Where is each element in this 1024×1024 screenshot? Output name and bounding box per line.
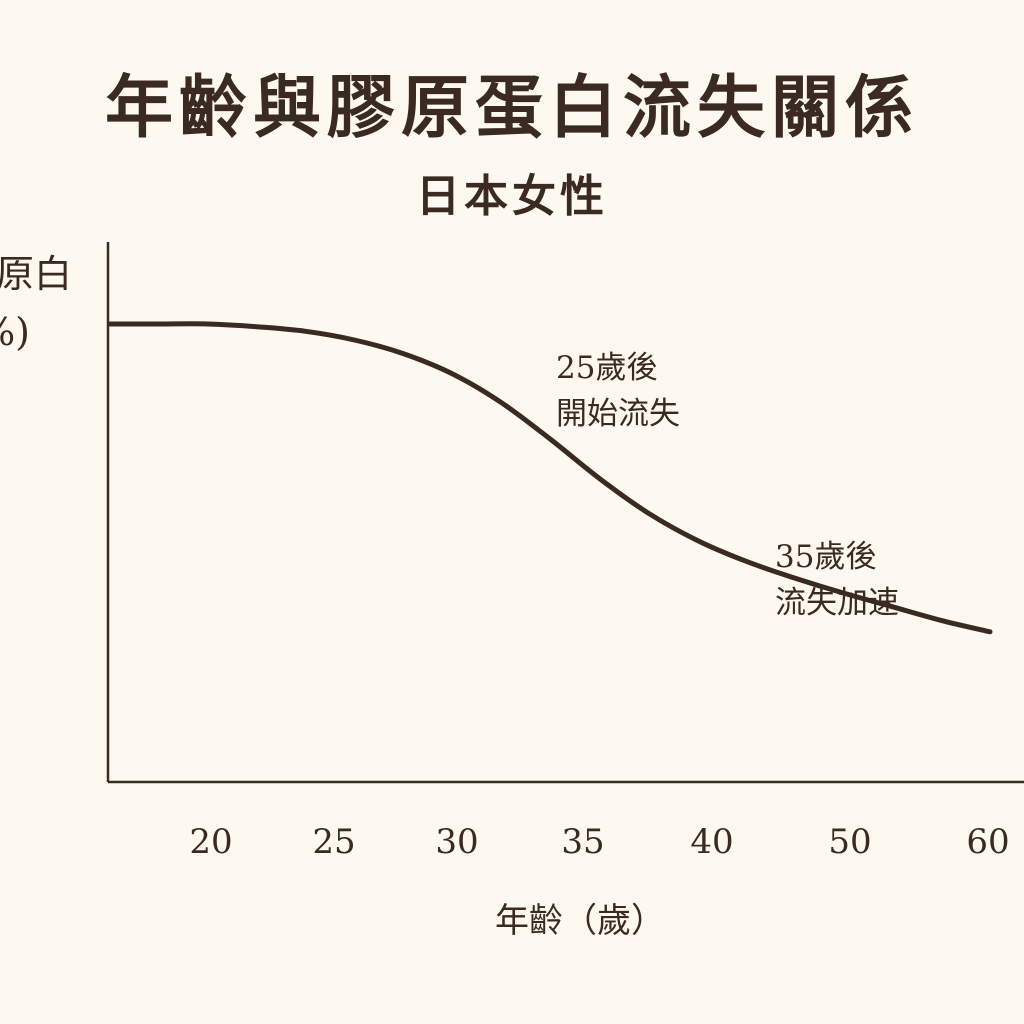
x-tick-label: 20 bbox=[189, 822, 232, 862]
x-tick-label: 50 bbox=[828, 822, 871, 862]
x-tick-labels: 20 25 30 35 40 50 60 bbox=[189, 822, 1009, 862]
x-tick-label: 35 bbox=[561, 822, 604, 862]
annotation-line2: 流失加速 bbox=[775, 585, 899, 621]
x-tick-label: 30 bbox=[435, 822, 478, 862]
x-tick-label: 60 bbox=[966, 822, 1009, 862]
x-tick-label: 40 bbox=[690, 822, 733, 862]
x-tick-label: 25 bbox=[312, 822, 355, 862]
y-axis-label-line1: 原白 bbox=[0, 252, 72, 296]
chart-subtitle: 日本女性 bbox=[416, 171, 608, 222]
series-group bbox=[107, 321, 993, 635]
collagen-series-line bbox=[107, 321, 993, 635]
annotation-line2: 開始流失 bbox=[556, 396, 680, 432]
y-axis-label-line2: %) bbox=[0, 310, 30, 354]
x-axis-label: 年齡（歲） bbox=[495, 901, 665, 941]
annotation-line1: 25歲後 bbox=[556, 350, 657, 386]
chart-title: 年齡與膠原蛋白流失關係 bbox=[105, 68, 919, 148]
annotation-line1: 35歲後 bbox=[775, 539, 876, 575]
